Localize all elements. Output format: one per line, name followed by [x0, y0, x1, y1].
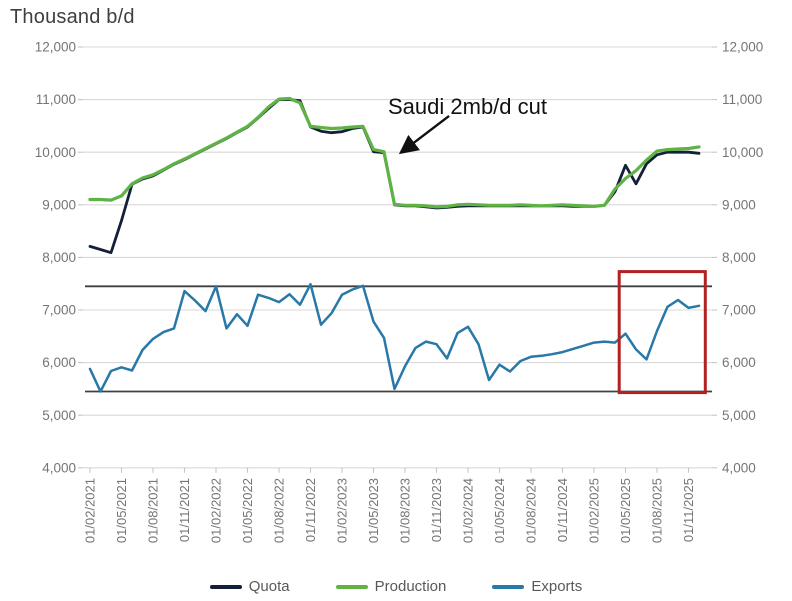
- x-axis-labels: 01/02/2021 01/05/2021 01/08/2021 01/11/2021…: [83, 467, 696, 543]
- production-line-swatch: [335, 584, 368, 589]
- svg-text:10,000: 10,000: [722, 145, 763, 160]
- legend-label-production: Production: [374, 578, 447, 595]
- svg-text:5,000: 5,000: [42, 408, 76, 423]
- svg-text:7,000: 7,000: [722, 303, 756, 318]
- svg-text:01/11/2025: 01/11/2025: [681, 478, 696, 542]
- chart-legend: Quota Production Exports: [0, 578, 792, 595]
- legend-item-exports: Exports: [492, 578, 582, 595]
- svg-text:01/08/2022: 01/08/2022: [272, 478, 287, 543]
- annotation-saudi-cut-label: Saudi 2mb/d cut: [388, 94, 547, 119]
- svg-text:01/11/2021: 01/11/2021: [177, 478, 192, 542]
- svg-text:01/11/2024: 01/11/2024: [555, 478, 570, 542]
- y-axis-labels-right: 12,000 11,000 10,000 9,000 8,000 7,000 6,000 5,…: [722, 40, 763, 476]
- svg-text:01/05/2021: 01/05/2021: [114, 478, 129, 543]
- legend-label-exports: Exports: [531, 578, 583, 595]
- svg-text:01/02/2024: 01/02/2024: [461, 478, 476, 543]
- svg-text:8,000: 8,000: [722, 250, 756, 265]
- svg-text:01/05/2022: 01/05/2022: [240, 478, 255, 543]
- legend-item-quota: Quota: [209, 578, 290, 595]
- svg-text:9,000: 9,000: [42, 197, 76, 212]
- y-gridlines: [78, 46, 717, 469]
- svg-text:01/08/2024: 01/08/2024: [524, 478, 539, 543]
- svg-text:01/02/2025: 01/02/2025: [587, 478, 602, 543]
- svg-text:5,000: 5,000: [722, 408, 756, 423]
- svg-text:10,000: 10,000: [35, 145, 76, 160]
- svg-text:6,000: 6,000: [42, 355, 76, 370]
- production-line: [88, 96, 701, 209]
- chart-title: Thousand b/d: [10, 6, 135, 28]
- exports-line-swatch: [492, 584, 525, 589]
- annotation-arrow: [398, 114, 450, 155]
- y-axis-labels-left: 12,000 11,000 10,000 9,000 8,000 7,000 6,000 5,…: [35, 40, 76, 476]
- svg-text:01/08/2023: 01/08/2023: [398, 478, 413, 543]
- svg-text:01/05/2023: 01/05/2023: [366, 478, 381, 543]
- svg-text:4,000: 4,000: [722, 460, 756, 475]
- svg-text:01/02/2022: 01/02/2022: [209, 478, 224, 543]
- svg-text:01/11/2022: 01/11/2022: [303, 478, 318, 542]
- svg-text:12,000: 12,000: [722, 40, 763, 55]
- svg-text:01/08/2025: 01/08/2025: [650, 478, 665, 543]
- quota-line-swatch: [209, 584, 242, 589]
- svg-text:11,000: 11,000: [722, 92, 762, 107]
- svg-text:01/02/2021: 01/02/2021: [83, 478, 98, 543]
- svg-text:8,000: 8,000: [42, 250, 76, 265]
- svg-text:12,000: 12,000: [35, 40, 76, 55]
- svg-text:9,000: 9,000: [722, 197, 756, 212]
- svg-text:4,000: 4,000: [42, 460, 76, 475]
- svg-text:01/05/2024: 01/05/2024: [492, 478, 507, 543]
- legend-item-production: Production: [335, 578, 447, 595]
- svg-text:11,000: 11,000: [36, 92, 76, 107]
- svg-text:7,000: 7,000: [42, 303, 76, 318]
- exports-line: [88, 282, 701, 393]
- svg-text:01/02/2023: 01/02/2023: [335, 478, 350, 543]
- svg-text:6,000: 6,000: [722, 355, 756, 370]
- legend-label-quota: Quota: [248, 578, 290, 595]
- svg-text:01/08/2021: 01/08/2021: [146, 478, 161, 543]
- highlight-box: [617, 270, 707, 395]
- svg-text:01/11/2023: 01/11/2023: [429, 478, 444, 542]
- svg-text:01/05/2025: 01/05/2025: [618, 478, 633, 543]
- quota-line: [88, 98, 701, 255]
